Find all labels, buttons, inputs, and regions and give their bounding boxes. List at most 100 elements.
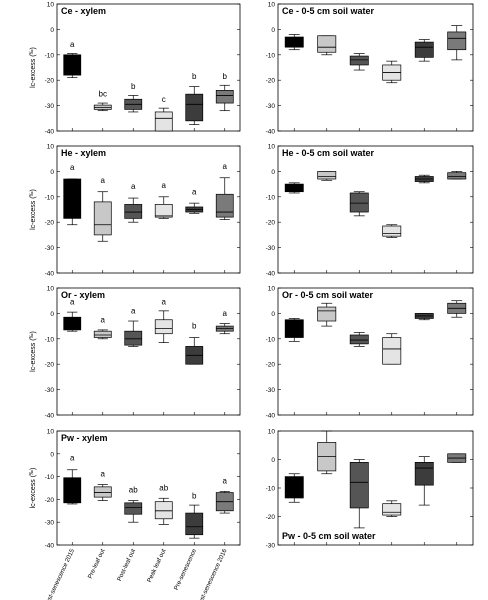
y-axis-label-text: lc-excess ( — [30, 338, 37, 372]
panel-7: 10 0 -10 -20 -30 -40 a a ab ab b a Pw - xylem lc-exce… — [29, 429, 241, 600]
box-1 — [63, 53, 82, 79]
y-axis-unit: ‰ — [29, 470, 35, 475]
y-tick-label: -40 — [45, 413, 55, 420]
y-tick-label: 0 — [50, 311, 54, 318]
y-tick-label: -10 — [266, 486, 276, 493]
iqr-box — [414, 462, 434, 486]
box-1 — [63, 469, 82, 505]
iqr-box — [382, 225, 402, 237]
box-3 — [349, 332, 369, 347]
panel-title: Or - xylem — [61, 290, 105, 300]
y-tick-label: -30 — [45, 245, 55, 252]
iqr-box — [185, 93, 204, 122]
box-5 — [185, 337, 204, 365]
box-3 — [124, 320, 143, 347]
iqr-box — [124, 502, 143, 515]
significance-letter: a — [131, 182, 136, 191]
panel-title: Pw - xylem — [61, 433, 108, 443]
y-tick-label: 0 — [271, 311, 275, 318]
iqr-box — [349, 334, 369, 345]
box-2 — [317, 35, 337, 56]
y-axis-label-text: lc-excess ( — [30, 54, 37, 88]
box-4 — [382, 333, 402, 365]
plot-frame — [56, 430, 241, 546]
significance-letter: a — [223, 162, 228, 171]
iqr-box — [63, 477, 82, 504]
box-6 — [447, 300, 467, 318]
significance-letter: b — [192, 72, 197, 81]
plot-frame — [277, 3, 474, 132]
box-6 — [215, 84, 234, 112]
y-axis-label: lc-excess (‰) — [29, 331, 37, 372]
x-category-label: Peak leaf out — [146, 548, 168, 584]
panel-3: 10 0 -10 -20 -30 -40 a a a a a a He - xylem lc-excess… — [29, 144, 241, 278]
box-5 — [414, 456, 434, 506]
iqr-box — [185, 512, 204, 536]
iqr-box — [93, 330, 112, 338]
box-5 — [414, 313, 434, 321]
iqr-box — [447, 172, 467, 180]
y-tick-label: 10 — [47, 429, 55, 436]
y-tick-label: 10 — [268, 144, 276, 151]
plot-frame — [56, 145, 241, 274]
y-tick-label: -20 — [45, 362, 55, 369]
panel-title: He - xylem — [61, 148, 106, 158]
significance-letter: a — [131, 306, 136, 315]
box-3 — [124, 500, 143, 523]
y-tick-label: 0 — [50, 451, 54, 458]
significance-letter: bc — [99, 90, 107, 99]
box-4 — [154, 196, 173, 219]
iqr-box — [154, 204, 173, 218]
significance-letter: a — [192, 187, 197, 196]
y-axis-label-close: ) — [30, 331, 37, 333]
iqr-box — [317, 306, 337, 322]
y-tick-label: -40 — [266, 129, 276, 136]
y-axis-label-close: ) — [30, 189, 37, 191]
box-6 — [447, 453, 467, 463]
iqr-box — [414, 41, 434, 58]
y-tick-label: -10 — [45, 336, 55, 343]
box-1 — [63, 311, 82, 332]
y-tick-label: -30 — [266, 543, 276, 550]
box-4 — [154, 107, 173, 132]
y-tick-label: -10 — [45, 194, 55, 201]
y-tick-label: -10 — [45, 52, 55, 59]
iqr-box — [154, 111, 173, 132]
panel-title: Pw - 0-5 cm soil water — [282, 531, 376, 541]
box-4 — [382, 224, 402, 238]
significance-letter: a — [70, 163, 75, 172]
box-3 — [349, 459, 369, 529]
significance-letter: ab — [129, 486, 138, 495]
box-5 — [185, 202, 204, 214]
y-tick-label: 10 — [268, 2, 276, 9]
y-tick-label: -10 — [266, 336, 276, 343]
box-6 — [447, 171, 467, 180]
y-tick-label: -30 — [45, 103, 55, 110]
box-3 — [124, 95, 143, 113]
significance-letter: a — [162, 181, 167, 190]
iqr-box — [317, 171, 337, 180]
iqr-box — [215, 90, 234, 104]
box-4 — [154, 310, 173, 343]
x-category-label: Post-leaf out — [116, 548, 137, 583]
y-axis-label: lc-excess (‰) — [29, 47, 37, 88]
box-5 — [414, 39, 434, 62]
iqr-box — [447, 31, 467, 51]
y-axis-unit: ‰ — [29, 191, 35, 196]
panel-title: Or - 0-5 cm soil water — [282, 290, 374, 300]
significance-letter: a — [101, 470, 106, 479]
iqr-box — [284, 476, 304, 499]
y-axis-unit: ‰ — [29, 49, 35, 54]
y-tick-label: 10 — [47, 2, 55, 9]
y-tick-label: -30 — [266, 245, 276, 252]
y-tick-label: -10 — [45, 474, 55, 481]
plot-frame — [277, 145, 474, 274]
y-tick-label: 10 — [47, 144, 55, 151]
box-6 — [447, 25, 467, 61]
significance-letter: a — [70, 298, 75, 307]
iqr-box — [349, 462, 369, 509]
box-3 — [124, 197, 143, 223]
iqr-box — [124, 204, 143, 219]
significance-letter: c — [162, 95, 166, 104]
box-1 — [284, 473, 304, 503]
